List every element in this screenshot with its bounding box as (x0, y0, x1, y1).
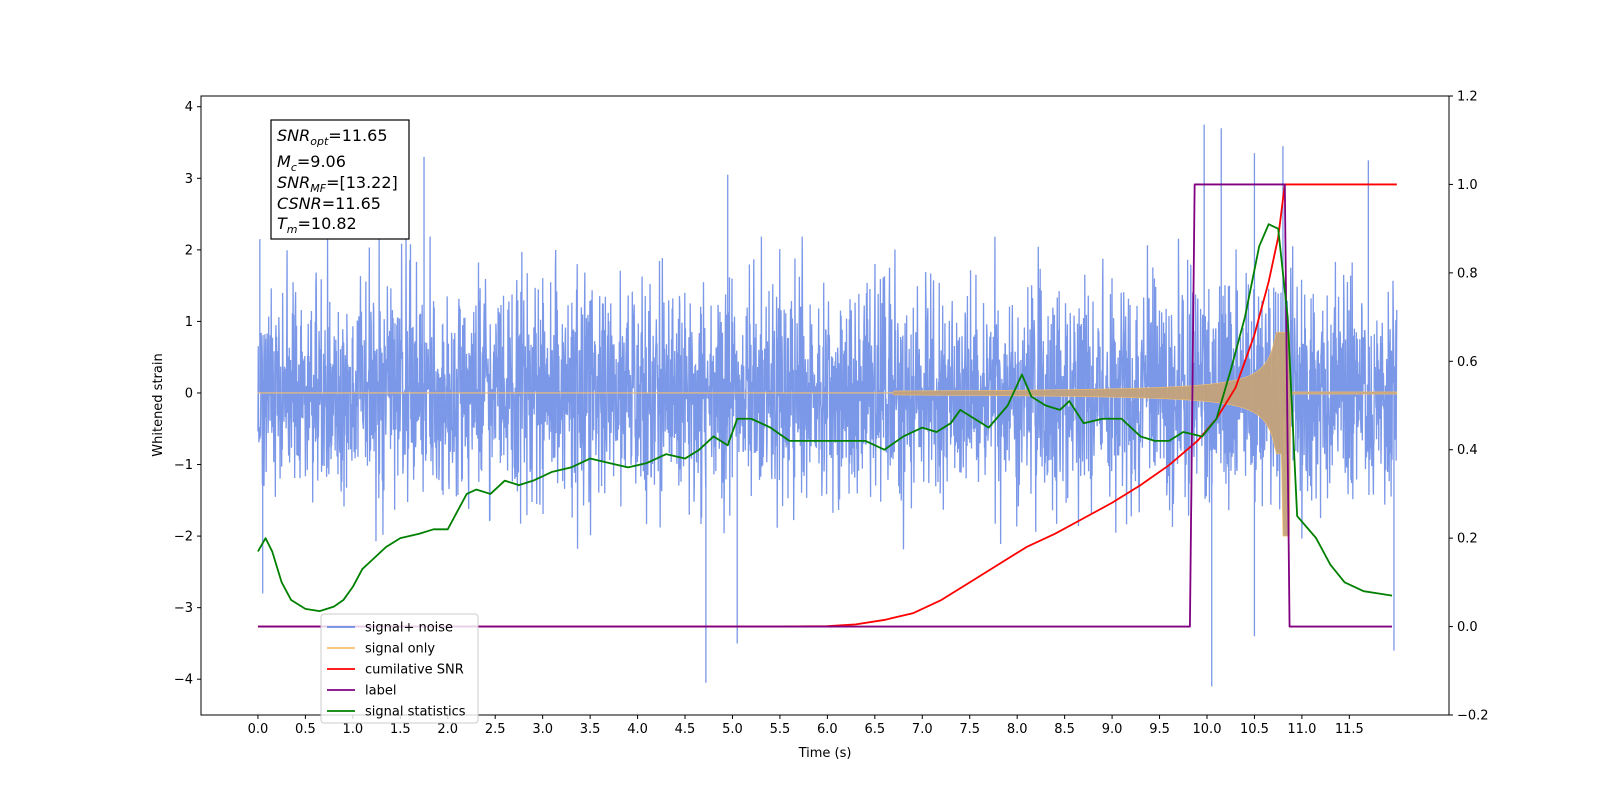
y-axis-label: Whitened strain (151, 353, 166, 456)
x-tick-label: 7.5 (959, 722, 980, 737)
legend-item: label (327, 684, 396, 699)
x-tick-label: 1.0 (343, 722, 364, 737)
x-tick-label: 7.0 (912, 722, 933, 737)
y2-tick-label: 1.0 (1457, 178, 1478, 193)
x-tick-label: 2.5 (485, 722, 506, 737)
x-axis: 0.0 0.5 1.0 1.5 2.0 2.5 3.0 3.5 4.0 4.5 5.0 5.5 6.0 6… (248, 715, 1364, 737)
y2-tick-label: 0.0 (1457, 620, 1478, 635)
legend-label: signal statistics (365, 705, 466, 720)
x-tick-label: 10.5 (1240, 722, 1269, 737)
x-tick-label: 4.0 (627, 722, 648, 737)
x-tick-label: 6.5 (864, 722, 885, 737)
y-tick-label: −1 (174, 458, 193, 473)
y2-tick-label: 0.8 (1457, 266, 1478, 281)
y-tick-label: 4 (185, 100, 193, 115)
series-signal-statistics (257, 223, 1393, 612)
x-tick-label: 9.5 (1149, 722, 1170, 737)
x-tick-label: 5.0 (722, 722, 743, 737)
y-tick-label: −4 (174, 673, 193, 688)
stat-csnr: CSNR=11.65 (277, 194, 381, 213)
stat-snr-opt: SNRopt=11.65 (277, 126, 388, 148)
y-tick-label: 3 (185, 172, 193, 187)
x-tick-label: 3.5 (580, 722, 601, 737)
legend-label: signal only (365, 642, 435, 657)
stats-box-frame (270, 119, 410, 240)
y-tick-label: −2 (174, 530, 193, 545)
legend-item: signal only (327, 642, 435, 657)
series-signal-only (257, 331, 1398, 537)
series-cumilative-snr (257, 183, 1397, 628)
y-tick-label: 2 (185, 243, 193, 258)
x-tick-label: 4.5 (675, 722, 696, 737)
stat-tm: Tm=10.82 (277, 214, 357, 236)
legend-label: cumilative SNR (365, 663, 464, 678)
series-signal-noise (257, 124, 1398, 687)
y-tick-label: 0 (185, 386, 193, 401)
legend-item: signal statistics (327, 705, 466, 720)
stat-snr-mf: SNRMF=[13.22] (277, 173, 398, 195)
x-tick-label: 6.0 (817, 722, 838, 737)
x-tick-label: 10.0 (1193, 722, 1222, 737)
stats-box: SNRopt=11.65 Mc=9.06 SNRMF=[13.22] CSNR=… (270, 119, 410, 240)
y2-tick-label: 0.4 (1457, 443, 1478, 458)
y2-tick-label: 1.2 (1457, 90, 1478, 105)
stat-mc: Mc=9.06 (277, 152, 346, 174)
y-axis-left: 4 3 2 1 0 −1 −2 −3 −4 (174, 100, 201, 688)
x-tick-label: 0.5 (295, 722, 316, 737)
x-tick-label: 1.5 (390, 722, 411, 737)
y-tick-label: −3 (174, 601, 193, 616)
y2-tick-label: 0.2 (1457, 532, 1478, 547)
x-tick-label: 3.0 (532, 722, 553, 737)
legend-label: signal+ noise (365, 621, 453, 636)
legend-label: label (365, 684, 396, 699)
x-axis-label: Time (s) (798, 746, 852, 761)
x-tick-label: 8.0 (1007, 722, 1028, 737)
y2-tick-label: 0.6 (1457, 355, 1478, 370)
x-tick-label: 2.0 (437, 722, 458, 737)
legend-item: signal+ noise (327, 621, 453, 636)
y-tick-label: 1 (185, 315, 193, 330)
x-tick-label: 5.5 (770, 722, 791, 737)
legend: signal+ noise signal only cumilative SNR la… (320, 613, 479, 724)
plot-frame (200, 95, 1450, 716)
series-label (257, 183, 1393, 628)
x-tick-label: 8.5 (1054, 722, 1075, 737)
x-tick-label: 11.5 (1335, 722, 1364, 737)
x-tick-label: 9.0 (1102, 722, 1123, 737)
legend-frame (320, 613, 479, 724)
y2-tick-label: −0.2 (1457, 709, 1489, 724)
plot-area (257, 124, 1398, 687)
x-tick-label: 11.0 (1287, 722, 1316, 737)
y-axis-right: 1.2 1.0 0.8 0.6 0.4 0.2 0.0 −0.2 (1449, 90, 1489, 724)
legend-item: cumilative SNR (327, 663, 464, 678)
x-tick-label: 0.0 (248, 722, 269, 737)
